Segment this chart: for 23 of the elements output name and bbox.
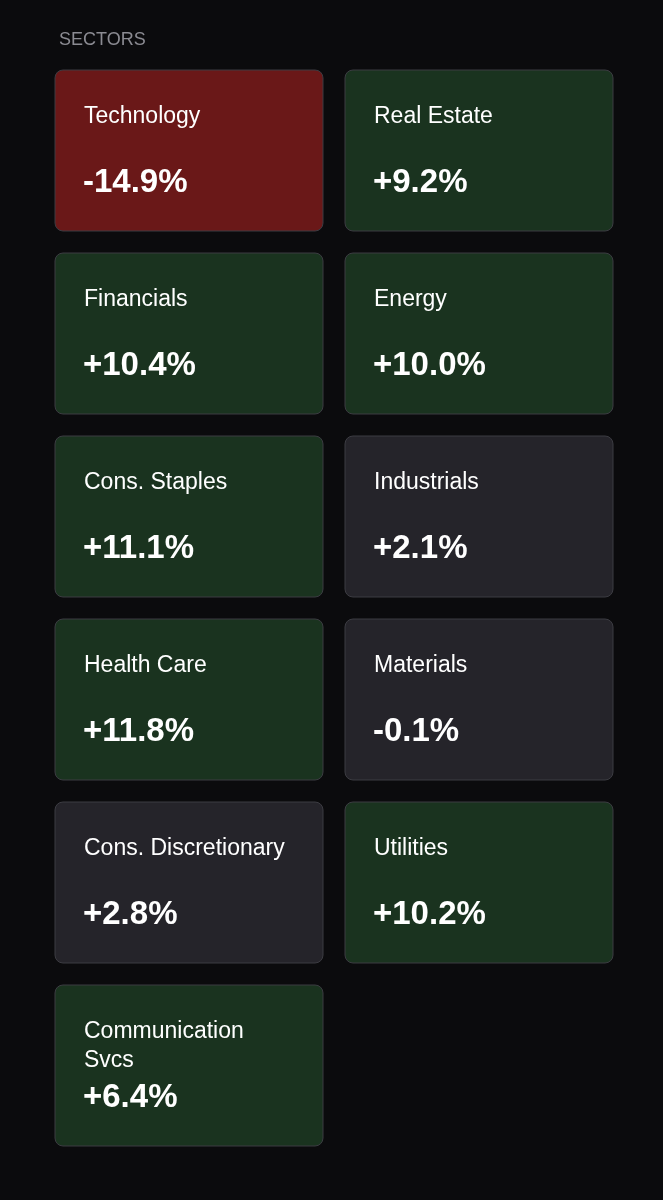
category-label: Technology <box>84 101 201 128</box>
data-label: +10.2% <box>373 894 486 931</box>
data-label: +11.8% <box>83 711 195 748</box>
category-label: Health Care <box>84 650 207 677</box>
category-label: Financials <box>84 284 188 311</box>
data-label: +10.4% <box>83 345 196 382</box>
data-label: +2.1% <box>373 528 468 565</box>
text: SECTORS <box>59 29 146 49</box>
data-label: +2.8% <box>83 894 178 931</box>
data-label: +10.0% <box>373 345 486 382</box>
data-label: +9.2% <box>373 162 468 199</box>
category-label: Communication Svcs <box>84 1016 251 1072</box>
data-label: +11.1% <box>83 528 195 565</box>
category-label: Materials <box>374 650 468 677</box>
category-label: Real Estate <box>374 101 493 128</box>
category-label: Utilities <box>374 833 449 860</box>
category-label: Cons. Staples <box>84 467 228 494</box>
category-label: Industrials <box>374 467 479 494</box>
category-label: Energy <box>374 284 448 311</box>
data-label: -0.1% <box>373 711 460 748</box>
category-label: Cons. Discretionary <box>84 833 286 860</box>
data-label: -14.9% <box>83 162 188 199</box>
data-label: +6.4% <box>83 1077 178 1114</box>
